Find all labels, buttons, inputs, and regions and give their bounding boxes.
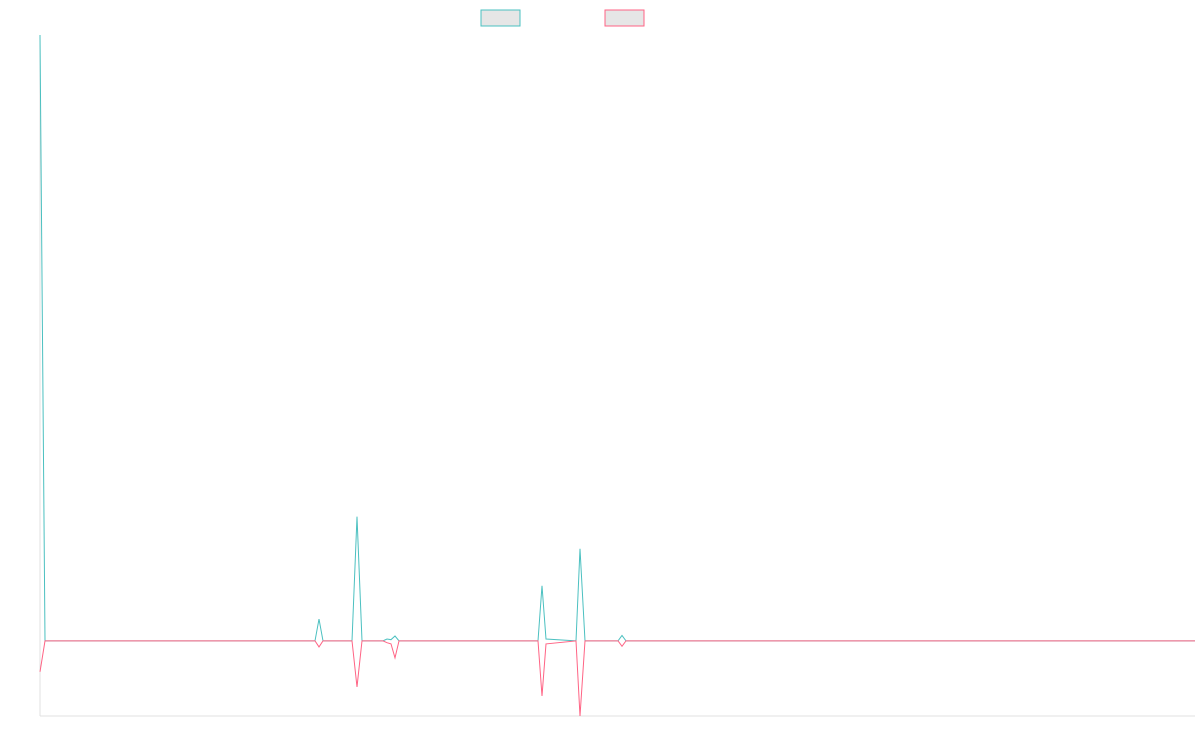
legend-swatch[interactable] [604,9,645,27]
legend-swatch[interactable] [480,9,521,27]
data-line [39,34,1195,642]
data-line [39,640,1195,717]
